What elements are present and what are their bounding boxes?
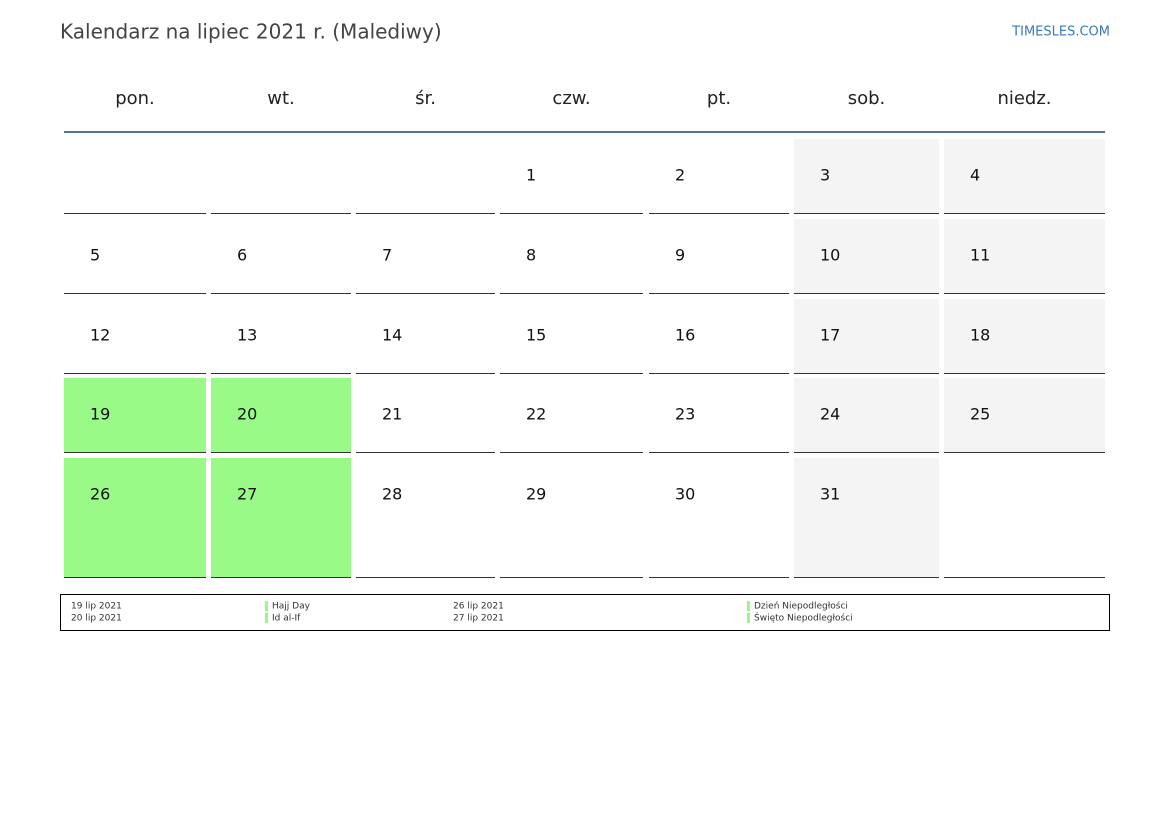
legend-date: 27 lip 2021	[453, 614, 504, 624]
day-number: 21	[382, 405, 402, 424]
weekday: wt.	[267, 88, 295, 109]
site-link[interactable]: TIMESLES.COM	[1011, 25, 1110, 40]
legend-swatch	[265, 613, 268, 623]
day-number: 9	[675, 246, 685, 265]
legend-swatch	[747, 613, 750, 623]
day-cell	[211, 458, 351, 577]
legend-name: Święto Niepodległości	[754, 612, 853, 624]
day-number: 7	[382, 246, 392, 265]
day-number: 15	[526, 326, 546, 345]
day-number: 24	[820, 405, 840, 424]
day-number: 19	[90, 405, 110, 424]
day-cell	[794, 458, 939, 577]
legend-swatch	[265, 601, 268, 611]
legend-name: Dzień Niepodległości	[754, 601, 848, 612]
day-number: 16	[675, 326, 695, 345]
title: Kalendarz na lipiec 2021 r. (Malediwy)	[60, 20, 442, 44]
day-cell	[211, 378, 351, 452]
day-cell	[794, 219, 939, 293]
legend-date: 20 lip 2021	[71, 614, 122, 624]
day-number: 28	[382, 485, 402, 504]
day-number: 12	[90, 326, 110, 345]
weekday: sob.	[848, 88, 886, 109]
day-cell	[944, 139, 1105, 213]
day-cell	[944, 378, 1105, 452]
day-number: 29	[526, 485, 546, 504]
weekday: śr.	[415, 88, 436, 109]
day-number: 8	[526, 246, 536, 265]
legend-date: 26 lip 2021	[453, 602, 504, 612]
day-number: 4	[970, 166, 980, 185]
legend-box	[60, 594, 1110, 631]
day-cell	[64, 378, 206, 452]
day-number: 26	[90, 485, 110, 504]
day-number: 11	[970, 246, 990, 265]
day-cell	[64, 458, 206, 577]
day-number: 2	[675, 166, 685, 185]
weekday: niedz.	[997, 88, 1051, 109]
day-number: 1	[526, 166, 536, 185]
day-cell	[794, 139, 939, 213]
day-number: 13	[237, 326, 257, 345]
weekday: czw.	[552, 88, 590, 109]
day-cell	[794, 299, 939, 373]
day-cell	[794, 378, 939, 452]
day-number: 22	[526, 405, 546, 424]
day-number: 23	[675, 405, 695, 424]
day-number: 31	[820, 485, 840, 504]
day-number: 20	[237, 405, 257, 424]
legend-name: Id al-If	[272, 614, 301, 624]
legend-swatch	[747, 601, 750, 611]
legend-name: Hajj Day	[272, 602, 311, 612]
day-number: 10	[820, 246, 840, 265]
legend-date: 19 lip 2021	[71, 602, 122, 612]
day-number: 14	[382, 326, 402, 345]
day-cell	[944, 299, 1105, 373]
day-number: 17	[820, 326, 840, 345]
weekday: pon.	[115, 88, 155, 109]
day-number: 18	[970, 326, 990, 345]
day-number: 25	[970, 405, 990, 424]
weekday: pt.	[707, 88, 731, 109]
day-cell	[944, 219, 1105, 293]
day-number: 6	[237, 246, 247, 265]
day-number: 3	[820, 166, 830, 185]
day-number: 27	[237, 485, 257, 504]
day-number: 5	[90, 246, 100, 265]
day-number: 30	[675, 485, 695, 504]
